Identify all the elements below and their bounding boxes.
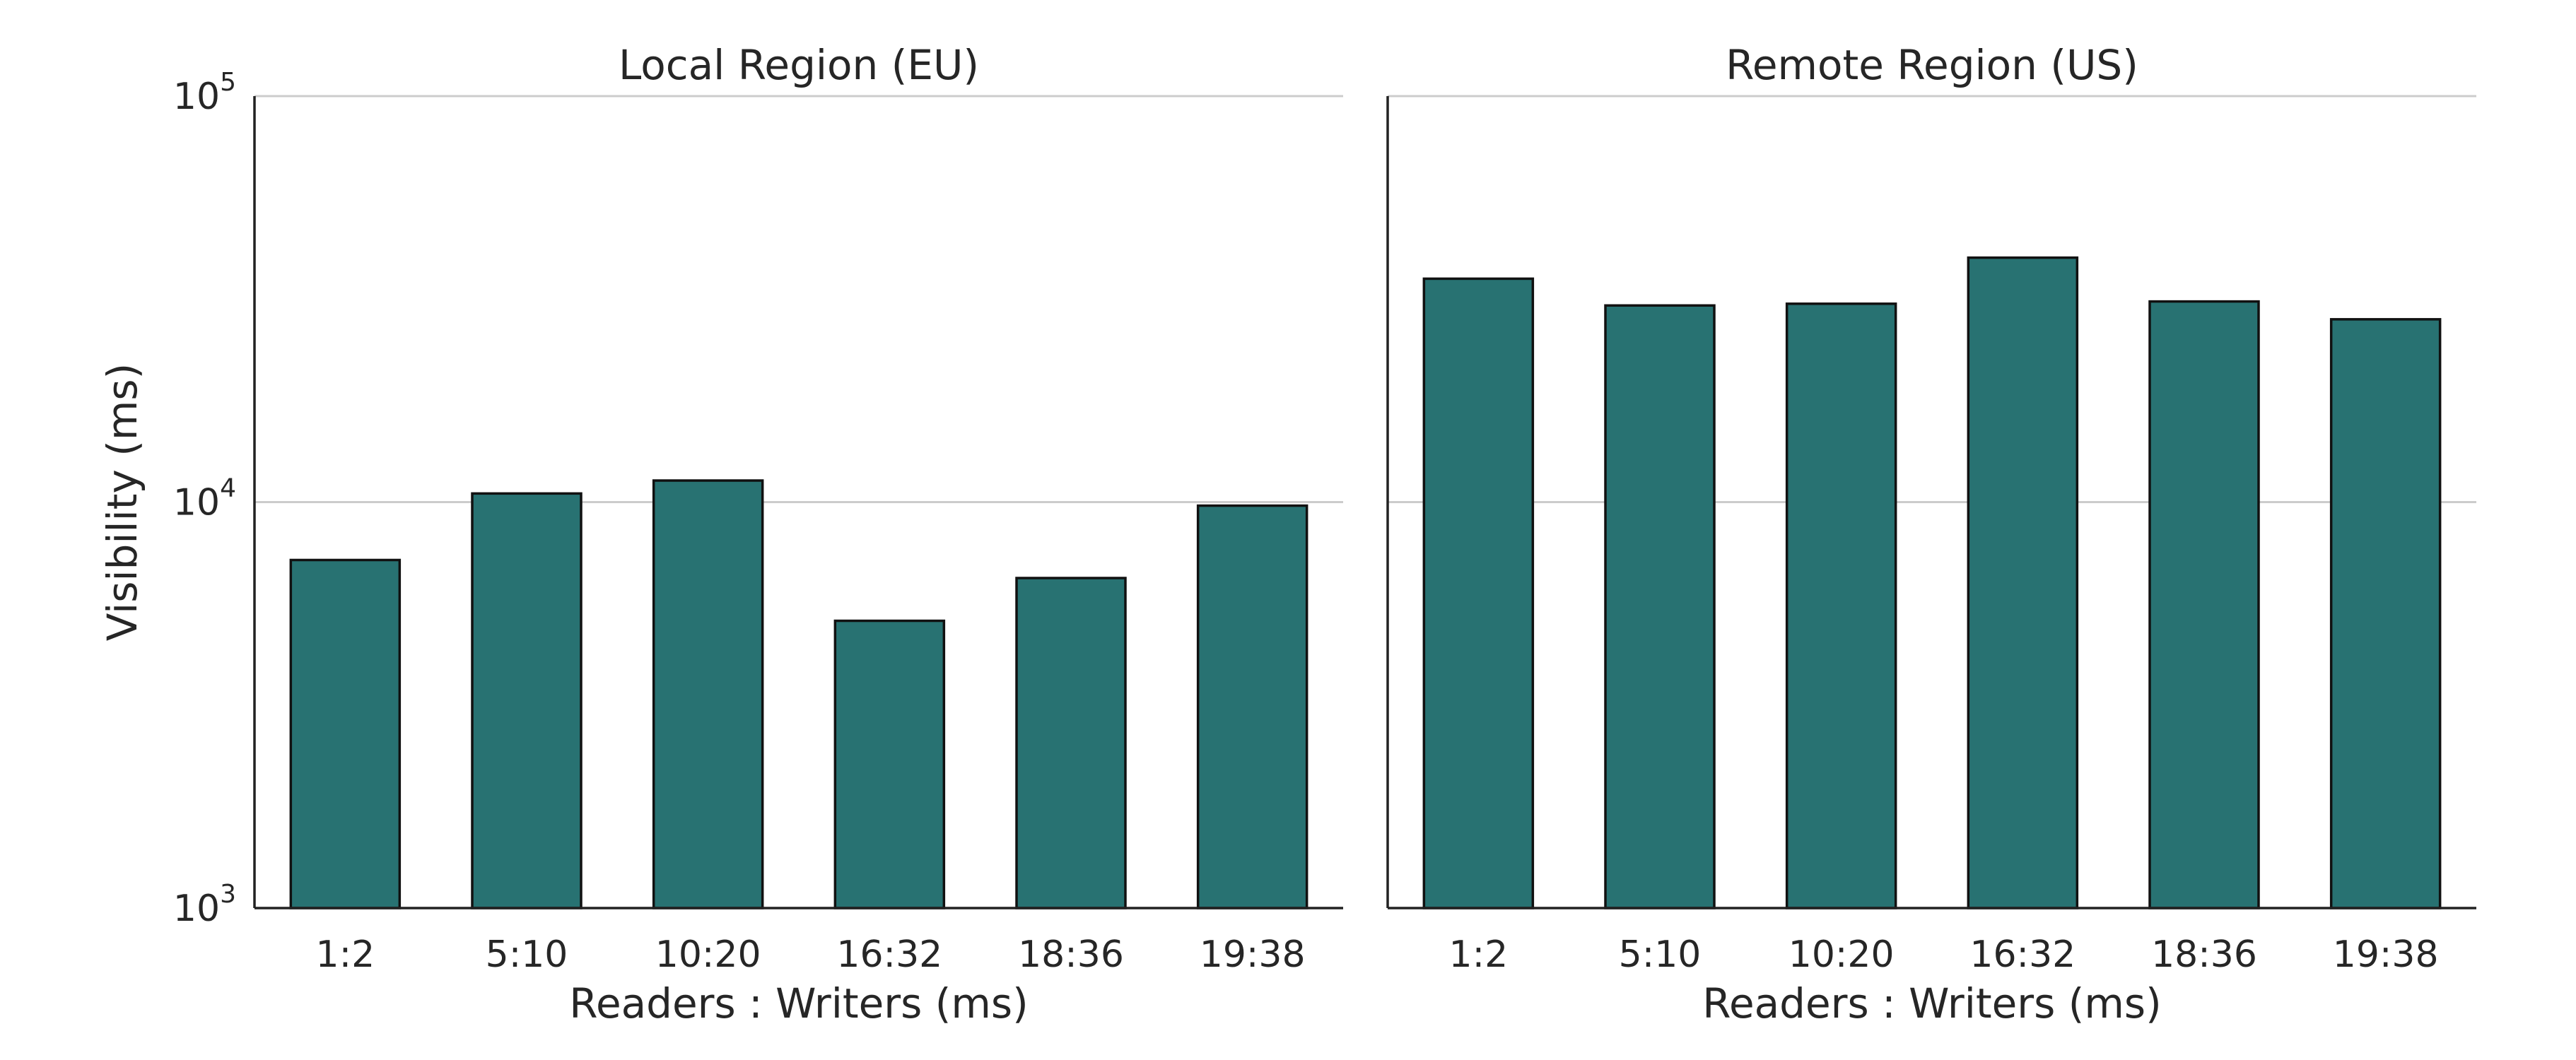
x-axis-title: Readers : Writers (ms) [569, 979, 1029, 1027]
y-tick-label: 103 [173, 880, 236, 930]
panel-title: Remote Region (US) [1726, 41, 2138, 89]
x-tick-label: 16:32 [1969, 934, 2076, 976]
bar-5-10 [471, 492, 582, 909]
bar-18-36 [1015, 577, 1127, 909]
panel-title: Local Region (EU) [619, 41, 979, 89]
x-tick-label: 5:10 [1619, 934, 1702, 976]
x-tick-label: 10:20 [655, 934, 761, 976]
bar-19-38 [1196, 504, 1309, 909]
bar-18-36 [2148, 300, 2260, 909]
x-tick-label: 10:20 [1788, 934, 1895, 976]
bar-1-2 [1422, 277, 1535, 909]
y-tick-label: 105 [173, 68, 236, 118]
bar-16-32 [1967, 256, 2079, 909]
x-tick-label: 18:36 [1018, 934, 1124, 976]
x-axis-title: Readers : Writers (ms) [1702, 979, 2162, 1027]
bar-5-10 [1604, 304, 1716, 909]
bar-10-20 [1785, 302, 1897, 909]
x-tick-label: 1:2 [1448, 934, 1508, 976]
bar-19-38 [2329, 318, 2442, 909]
bar-16-32 [833, 619, 946, 909]
panel-2: 1:2 5:10 10:20 16:32 18:36 19:38 Remote Region… [1386, 41, 2476, 1027]
x-tick-label: 18:36 [2151, 934, 2257, 976]
bar-10-20 [652, 479, 764, 909]
y-axis-title: Visibility (ms) [98, 363, 146, 641]
panel-1: 1:2 5:10 10:20 16:32 18:36 19:38 Local Region … [98, 41, 1343, 1027]
bar-1-2 [289, 558, 402, 909]
x-tick-label: 19:38 [2333, 934, 2439, 976]
y-tick-label: 104 [173, 474, 236, 524]
x-tick-label: 5:10 [486, 934, 568, 976]
x-tick-label: 1:2 [315, 934, 375, 976]
x-tick-label: 16:32 [836, 934, 942, 976]
x-tick-label: 19:38 [1200, 934, 1306, 976]
